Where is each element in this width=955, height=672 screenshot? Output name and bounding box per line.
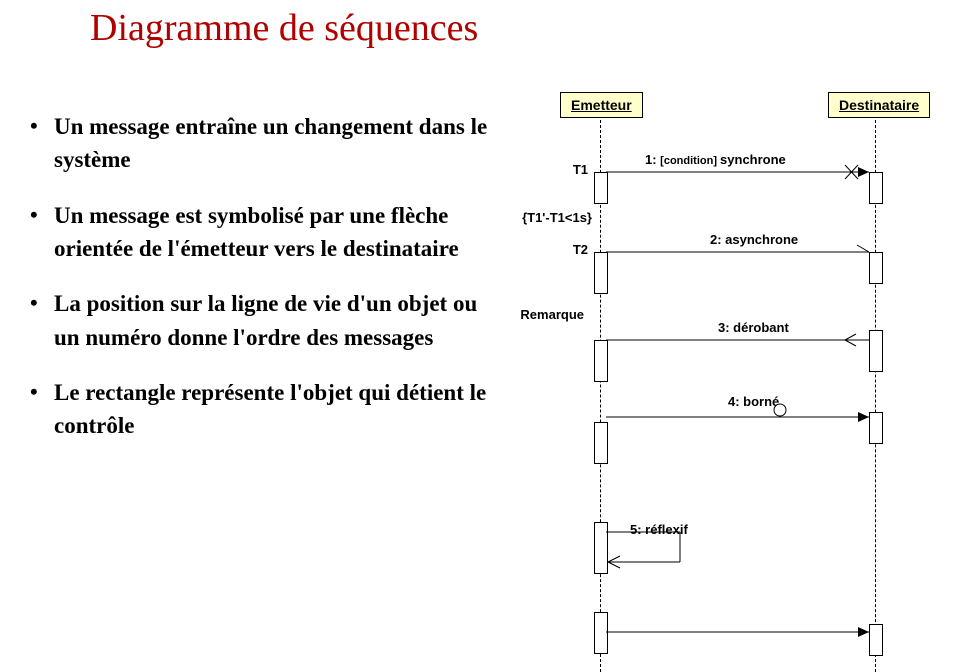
bullet-list: Un message entraîne un changement dans l… (30, 110, 490, 465)
list-item: Un message entraîne un changement dans l… (30, 110, 490, 177)
arrows-svg (480, 92, 950, 672)
list-item: La position sur la ligne de vie d'un obj… (30, 287, 490, 354)
arrowhead-filled-icon (858, 627, 869, 637)
arrowhead-open-icon (845, 334, 856, 340)
arrowhead-filled-icon (858, 167, 869, 177)
list-item: Un message est symbolisé par une flèche … (30, 199, 490, 266)
page-title: Diagramme de séquences (90, 6, 478, 50)
arrowhead-open-icon (608, 562, 620, 568)
arrowhead-half-icon (857, 245, 869, 252)
circle-icon (774, 404, 786, 416)
sequence-diagram: Emetteur Destinataire T1 {T1'-T1<1s} T2 … (480, 92, 950, 662)
arrowhead-open-icon (608, 556, 620, 562)
arrowhead-open-icon (845, 340, 856, 346)
list-item: Le rectangle représente l'objet qui déti… (30, 376, 490, 443)
arrowhead-filled-icon (858, 412, 869, 422)
